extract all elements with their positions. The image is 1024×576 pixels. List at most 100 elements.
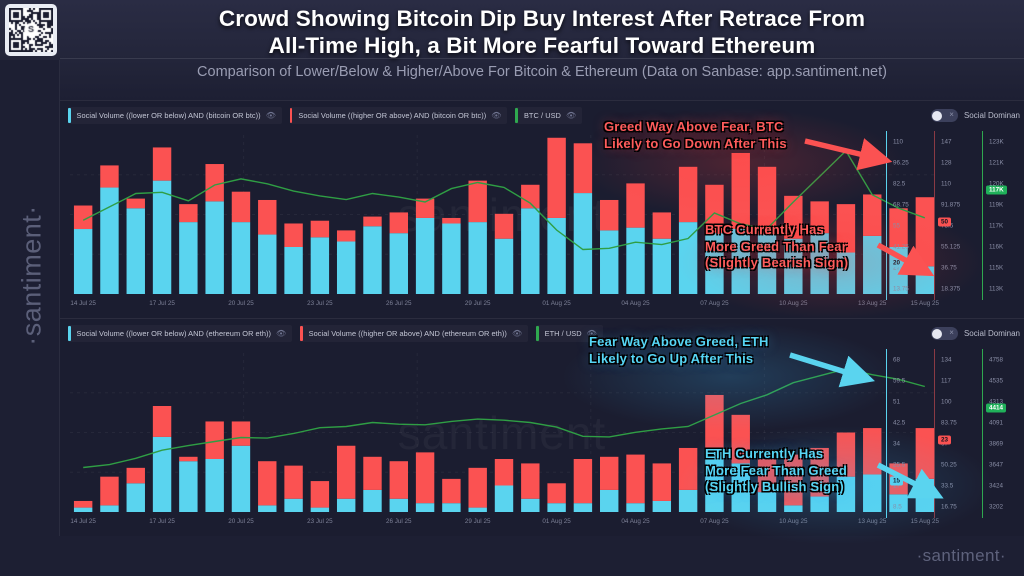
bar-segment-lower-below[interactable] (731, 229, 750, 294)
bar-segment-higher-above[interactable] (757, 459, 777, 493)
bar-segment-higher-above[interactable] (126, 467, 145, 484)
price-line-series[interactable] (82, 149, 926, 251)
bar-segment-lower-below[interactable] (521, 208, 540, 294)
bar-segment-higher-above[interactable] (836, 204, 856, 253)
bar-segment-lower-below[interactable] (547, 217, 566, 294)
bar-segment-lower-below[interactable] (73, 229, 93, 294)
bar-segment-lower-below[interactable] (573, 193, 593, 294)
axis-column-blue[interactable]: 68 59.5 51 42.5 34 25.5 17 8.5 15 (886, 349, 930, 518)
bar-segment-lower-below[interactable] (573, 503, 593, 512)
bar-segment-higher-above[interactable] (678, 166, 698, 223)
bar-segment-lower-below[interactable] (784, 238, 803, 294)
bar-segment-lower-below[interactable] (310, 237, 330, 294)
bar-segment-lower-below[interactable] (784, 505, 803, 512)
bar-segment-higher-above[interactable] (521, 463, 540, 499)
eye-icon[interactable]: 👁 (511, 329, 523, 338)
legend-item[interactable]: Social Volume ((lower OR below) AND (bit… (68, 107, 282, 124)
bar-segment-lower-below[interactable] (284, 246, 303, 294)
bar-segment-lower-below[interactable] (652, 238, 672, 294)
bar-segment-higher-above[interactable] (626, 454, 645, 504)
bar-segment-higher-above[interactable] (336, 230, 356, 242)
bar-segment-lower-below[interactable] (100, 187, 119, 294)
bar-segment-lower-below[interactable] (836, 252, 856, 294)
bar-segment-lower-below[interactable] (757, 492, 777, 512)
bar-segment-lower-below[interactable] (810, 233, 829, 294)
bar-segment-lower-below[interactable] (310, 507, 330, 512)
bar-segment-higher-above[interactable] (389, 212, 408, 234)
bar-segment-higher-above[interactable] (284, 465, 303, 499)
eye-icon[interactable]: 👁 (276, 329, 287, 338)
btc-social-dominance-toggle[interactable]: × Social Dominan (930, 109, 1020, 122)
bar-segment-lower-below[interactable] (468, 507, 487, 512)
bar-segment-lower-below[interactable] (389, 233, 408, 294)
bar-segment-higher-above[interactable] (284, 223, 303, 247)
eye-icon[interactable]: 👁 (265, 111, 276, 120)
bar-segment-lower-below[interactable] (678, 489, 698, 512)
bar-segment-lower-below[interactable] (389, 498, 408, 512)
bar-segment-higher-above[interactable] (258, 199, 277, 235)
bar-segment-higher-above[interactable] (757, 166, 777, 235)
legend-item[interactable]: Social Volume ((higher OR above) AND (et… (300, 325, 528, 342)
bar-segment-higher-above[interactable] (205, 164, 224, 202)
bar-segment-lower-below[interactable] (415, 217, 435, 294)
bar-segment-higher-above[interactable] (258, 461, 277, 506)
bar-segment-higher-above[interactable] (389, 461, 408, 499)
bar-segment-lower-below[interactable] (336, 498, 356, 512)
eth-social-dominance-toggle[interactable]: × Social Dominan (930, 327, 1020, 340)
bar-segment-lower-below[interactable] (126, 483, 145, 512)
bar-segment-lower-below[interactable] (600, 230, 619, 294)
bar-segment-higher-above[interactable] (600, 199, 619, 231)
bar-segment-higher-above[interactable] (810, 447, 829, 497)
bar-segment-lower-below[interactable] (626, 503, 645, 512)
bar-segment-lower-below[interactable] (521, 498, 540, 512)
bar-segment-lower-below[interactable] (336, 241, 356, 294)
legend-item[interactable]: ETH / USD 👁 (536, 325, 603, 342)
bar-segment-higher-above[interactable] (415, 452, 435, 504)
bar-segment-lower-below[interactable] (205, 201, 224, 294)
bar-segment-higher-above[interactable] (547, 137, 566, 218)
bar-segment-higher-above[interactable] (521, 184, 540, 209)
eye-icon[interactable]: 👁 (586, 329, 597, 338)
bar-segment-lower-below[interactable] (284, 498, 303, 512)
bar-segment-lower-below[interactable] (126, 208, 145, 294)
bar-segment-lower-below[interactable] (152, 436, 172, 512)
bar-segment-lower-below[interactable] (363, 226, 382, 294)
bar-segment-higher-above[interactable] (468, 180, 487, 223)
legend-item[interactable]: Social Volume ((higher OR above) AND (bi… (289, 107, 508, 124)
bar-segment-higher-above[interactable] (468, 467, 487, 508)
bar-segment-higher-above[interactable] (573, 143, 593, 194)
bar-segment-lower-below[interactable] (100, 505, 119, 512)
bar-segment-higher-above[interactable] (152, 406, 172, 437)
bar-segment-lower-below[interactable] (468, 222, 487, 294)
bar-segment-higher-above[interactable] (731, 152, 750, 230)
bar-segment-higher-above[interactable] (600, 456, 619, 490)
bar-segment-lower-below[interactable] (863, 235, 882, 294)
bar-segment-lower-below[interactable] (652, 500, 672, 512)
bar-segment-higher-above[interactable] (415, 198, 435, 218)
bar-segment-higher-above[interactable] (73, 205, 93, 230)
bar-segment-lower-below[interactable] (258, 505, 277, 512)
bar-segment-lower-below[interactable] (705, 233, 724, 294)
bar-segment-higher-above[interactable] (363, 456, 382, 490)
bar-segment-lower-below[interactable] (731, 463, 750, 512)
bar-segment-higher-above[interactable] (494, 459, 514, 486)
bar-segment-higher-above[interactable] (73, 500, 93, 508)
bar-segment-higher-above[interactable] (442, 217, 461, 224)
bar-segment-higher-above[interactable] (705, 394, 724, 448)
axis-column-green[interactable]: 4758 4535 4313 4091 3869 3647 3424 3202 4414 (982, 349, 1024, 518)
bar-segment-lower-below[interactable] (231, 445, 251, 512)
bar-segment-lower-below[interactable] (205, 459, 224, 512)
bar-segment-lower-below[interactable] (415, 503, 435, 512)
bar-segment-higher-above[interactable] (863, 428, 882, 475)
bar-segment-higher-above[interactable] (205, 421, 224, 459)
legend-item[interactable]: Social Volume ((lower OR below) AND (eth… (68, 325, 292, 342)
bar-segment-lower-below[interactable] (442, 503, 461, 512)
bar-segment-higher-above[interactable] (442, 478, 461, 504)
bar-segment-higher-above[interactable] (100, 476, 119, 506)
bar-segment-higher-above[interactable] (231, 421, 251, 446)
bar-segment-higher-above[interactable] (784, 454, 803, 506)
bar-segment-lower-below[interactable] (363, 489, 382, 512)
bar-segment-lower-below[interactable] (179, 461, 198, 512)
bar-segment-higher-above[interactable] (547, 483, 566, 504)
bar-segment-higher-above[interactable] (626, 183, 645, 228)
